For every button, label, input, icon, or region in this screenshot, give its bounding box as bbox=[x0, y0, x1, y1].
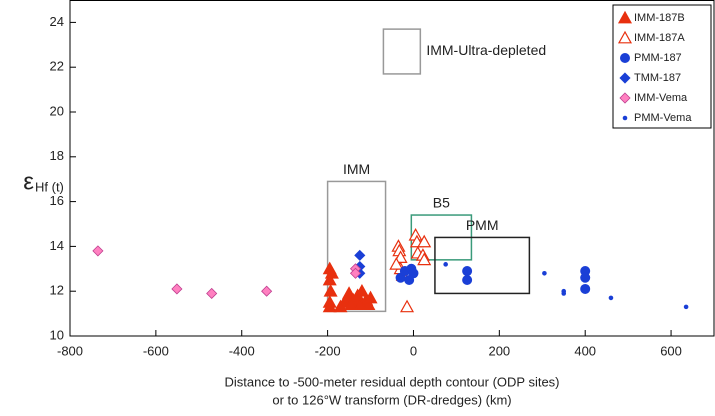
point bbox=[206, 287, 218, 300]
point bbox=[462, 275, 473, 285]
legend-label: TMM-187 bbox=[634, 72, 681, 84]
y-tick-label: 14 bbox=[50, 238, 64, 253]
x-tick-label: 0 bbox=[410, 343, 417, 358]
point bbox=[404, 275, 415, 285]
point bbox=[389, 257, 404, 270]
point bbox=[322, 295, 337, 308]
y-tick-label: 22 bbox=[50, 59, 64, 74]
legend-label: IMM-187B bbox=[634, 12, 685, 24]
point bbox=[608, 295, 614, 301]
y-axis-sub: Hf (t) bbox=[35, 179, 64, 194]
x-tick-label: -400 bbox=[229, 343, 255, 358]
x-axis-label: or to 126°W transform (DR-dredges) (km) bbox=[272, 392, 511, 407]
point bbox=[92, 245, 104, 257]
y-tick-label: 10 bbox=[50, 327, 64, 342]
plot-frame bbox=[69, 0, 715, 337]
x-tick-label: 600 bbox=[660, 343, 682, 358]
point bbox=[462, 266, 473, 277]
point bbox=[361, 297, 376, 311]
point bbox=[542, 270, 547, 276]
legend-marker bbox=[617, 30, 633, 44]
point bbox=[322, 272, 337, 286]
region-label: PMM bbox=[466, 217, 499, 233]
point bbox=[349, 267, 362, 279]
point bbox=[363, 290, 378, 304]
region-box bbox=[382, 28, 422, 75]
point bbox=[580, 272, 591, 283]
x-tick-label: 400 bbox=[574, 343, 596, 358]
y-tick-label: 16 bbox=[50, 193, 64, 208]
y-tick-label: 24 bbox=[50, 14, 64, 29]
point bbox=[352, 297, 367, 311]
x-axis-label: Distance to -500-meter residual depth co… bbox=[224, 374, 559, 389]
x-tick-label: 200 bbox=[488, 343, 510, 358]
legend-marker bbox=[617, 10, 633, 24]
point bbox=[417, 252, 432, 266]
x-tick-label: -200 bbox=[315, 343, 341, 358]
legend-label: PMM-Vema bbox=[634, 112, 692, 124]
point bbox=[561, 291, 567, 296]
point bbox=[580, 283, 591, 294]
point bbox=[443, 262, 448, 267]
legend-label: PMM-187 bbox=[634, 52, 682, 64]
legend-marker bbox=[619, 72, 631, 84]
point bbox=[324, 266, 339, 279]
region-label: IMM bbox=[343, 161, 370, 177]
point bbox=[683, 304, 689, 310]
region-box bbox=[434, 236, 531, 295]
y-tick-label: 12 bbox=[50, 283, 64, 298]
point bbox=[344, 297, 359, 311]
y-axis-symbol: ε bbox=[23, 168, 34, 195]
y-tick-label: 20 bbox=[50, 103, 64, 118]
point bbox=[171, 283, 183, 295]
x-tick-label: -600 bbox=[143, 343, 169, 358]
x-tick-label: -800 bbox=[57, 343, 83, 358]
region-box bbox=[326, 180, 387, 313]
point bbox=[417, 234, 432, 248]
point bbox=[400, 299, 415, 313]
legend-marker bbox=[622, 115, 628, 121]
point bbox=[323, 283, 338, 297]
region-label: B5 bbox=[433, 195, 450, 211]
legend-marker bbox=[620, 53, 630, 63]
y-tick-label: 18 bbox=[50, 148, 64, 163]
legend-label: IMM-187A bbox=[634, 32, 685, 44]
legend-label: IMM-Vema bbox=[634, 92, 688, 104]
legend-marker bbox=[619, 92, 631, 104]
point bbox=[354, 283, 369, 297]
legend-box bbox=[612, 4, 712, 129]
region-label: IMM-Ultra-depleted bbox=[426, 42, 546, 58]
point bbox=[333, 299, 348, 313]
point bbox=[354, 249, 366, 261]
point bbox=[261, 285, 273, 297]
